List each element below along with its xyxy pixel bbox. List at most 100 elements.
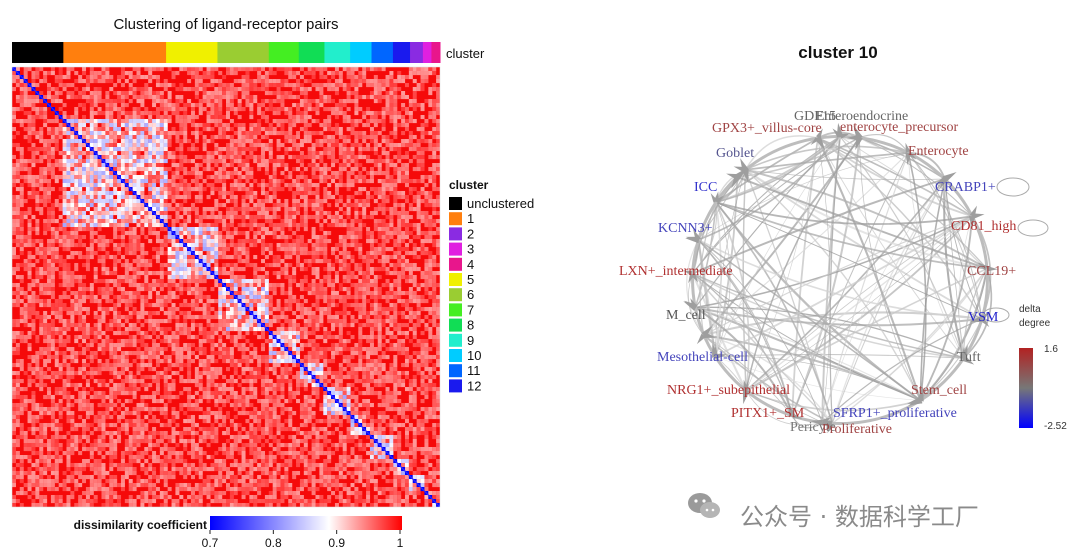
heatmap-cell	[412, 227, 417, 232]
heatmap-cell	[272, 175, 277, 180]
heatmap-cell	[202, 127, 207, 132]
heatmap-cell	[272, 191, 277, 196]
heatmap-cell	[187, 211, 192, 216]
heatmap-cell	[342, 323, 347, 328]
heatmap-cell	[276, 207, 281, 212]
heatmap-cell	[12, 283, 16, 288]
heatmap-cell	[210, 91, 215, 96]
heatmap-cell	[179, 243, 184, 248]
heatmap-cell	[369, 111, 374, 116]
heatmap-cell	[319, 251, 324, 256]
heatmap-cell	[237, 247, 242, 252]
heatmap-cell	[132, 283, 137, 288]
heatmap-cell	[245, 315, 250, 320]
heatmap-cell	[303, 203, 308, 208]
heatmap-cell	[54, 147, 59, 152]
heatmap-cell	[85, 147, 90, 152]
heatmap-cell	[307, 139, 312, 144]
heatmap-cell	[93, 191, 98, 196]
cluster-bar-segment	[166, 42, 218, 63]
heatmap-cell	[140, 323, 145, 328]
heatmap-cell	[152, 123, 157, 128]
heatmap-cell	[117, 91, 122, 96]
heatmap-cell	[366, 279, 371, 284]
heatmap-cell	[89, 115, 94, 120]
heatmap-cell	[113, 91, 118, 96]
heatmap-cell	[47, 155, 52, 160]
heatmap-cell	[97, 291, 102, 296]
heatmap-cell	[97, 315, 102, 320]
heatmap-cell	[144, 127, 149, 132]
heatmap-cell	[237, 215, 242, 220]
heatmap-cell	[109, 79, 114, 84]
heatmap-cell	[128, 135, 133, 140]
heatmap-cell	[54, 131, 59, 136]
heatmap-cell	[338, 171, 343, 176]
heatmap-cell	[194, 155, 199, 160]
heatmap-cell	[358, 151, 363, 156]
heatmap-cell	[432, 207, 437, 212]
heatmap-cell	[284, 315, 289, 320]
heatmap-cell	[366, 255, 371, 260]
heatmap-cell	[268, 103, 273, 108]
heatmap-cell	[194, 91, 199, 96]
heatmap-cell	[249, 223, 254, 228]
heatmap-cell	[62, 319, 67, 324]
heatmap-cell	[74, 223, 79, 228]
heatmap-cell	[202, 179, 207, 184]
heatmap-cell	[334, 219, 339, 224]
heatmap-cell	[296, 199, 301, 204]
heatmap-cell	[346, 119, 351, 124]
heatmap-cell	[78, 235, 83, 240]
heatmap-cell	[346, 67, 351, 72]
heatmap-cell	[424, 147, 429, 152]
heatmap-cell	[253, 179, 258, 184]
heatmap-cell	[393, 207, 398, 212]
heatmap-cell	[381, 247, 386, 252]
heatmap-cell	[389, 307, 394, 312]
heatmap-cell	[167, 319, 172, 324]
heatmap-cell	[408, 207, 413, 212]
heatmap-cell	[74, 275, 79, 280]
heatmap-cell	[401, 175, 406, 180]
heatmap-cell	[206, 239, 211, 244]
heatmap-cell	[12, 255, 16, 260]
heatmap-cell	[358, 211, 363, 216]
heatmap-cell	[187, 195, 192, 200]
heatmap-cell	[272, 183, 277, 188]
heatmap-cell	[366, 83, 371, 88]
heatmap-cell	[113, 283, 118, 288]
heatmap-cell	[303, 279, 308, 284]
heatmap-cell	[366, 195, 371, 200]
heatmap-cell	[401, 91, 406, 96]
heatmap-cell	[237, 143, 242, 148]
heatmap-cell	[381, 123, 386, 128]
heatmap-cell	[276, 263, 281, 268]
heatmap-cell	[268, 251, 273, 256]
heatmap-cell	[362, 323, 367, 328]
heatmap-cell	[152, 223, 157, 228]
heatmap-cell	[350, 195, 355, 200]
heatmap-cell	[350, 179, 355, 184]
heatmap-cell	[120, 275, 125, 280]
heatmap-cell	[369, 95, 374, 100]
heatmap-cell	[101, 279, 106, 284]
heatmap-cell	[292, 87, 297, 92]
heatmap-cell	[117, 199, 122, 204]
heatmap-cell	[280, 231, 285, 236]
cluster-annotation-bar	[12, 42, 441, 63]
heatmap-cell	[152, 75, 157, 80]
heatmap-cell	[346, 295, 351, 300]
heatmap-cell	[261, 75, 266, 80]
heatmap-cell	[140, 171, 145, 176]
heatmap-cell	[101, 219, 106, 224]
heatmap-cell	[264, 191, 269, 196]
heatmap-cell	[136, 139, 141, 144]
heatmap-cell	[253, 143, 258, 148]
heatmap-cell	[210, 119, 215, 124]
heatmap-cell	[416, 155, 421, 160]
heatmap-cell	[66, 115, 71, 120]
heatmap-cell	[404, 151, 409, 156]
heatmap-cell	[117, 207, 122, 212]
heatmap-cell	[210, 227, 215, 232]
